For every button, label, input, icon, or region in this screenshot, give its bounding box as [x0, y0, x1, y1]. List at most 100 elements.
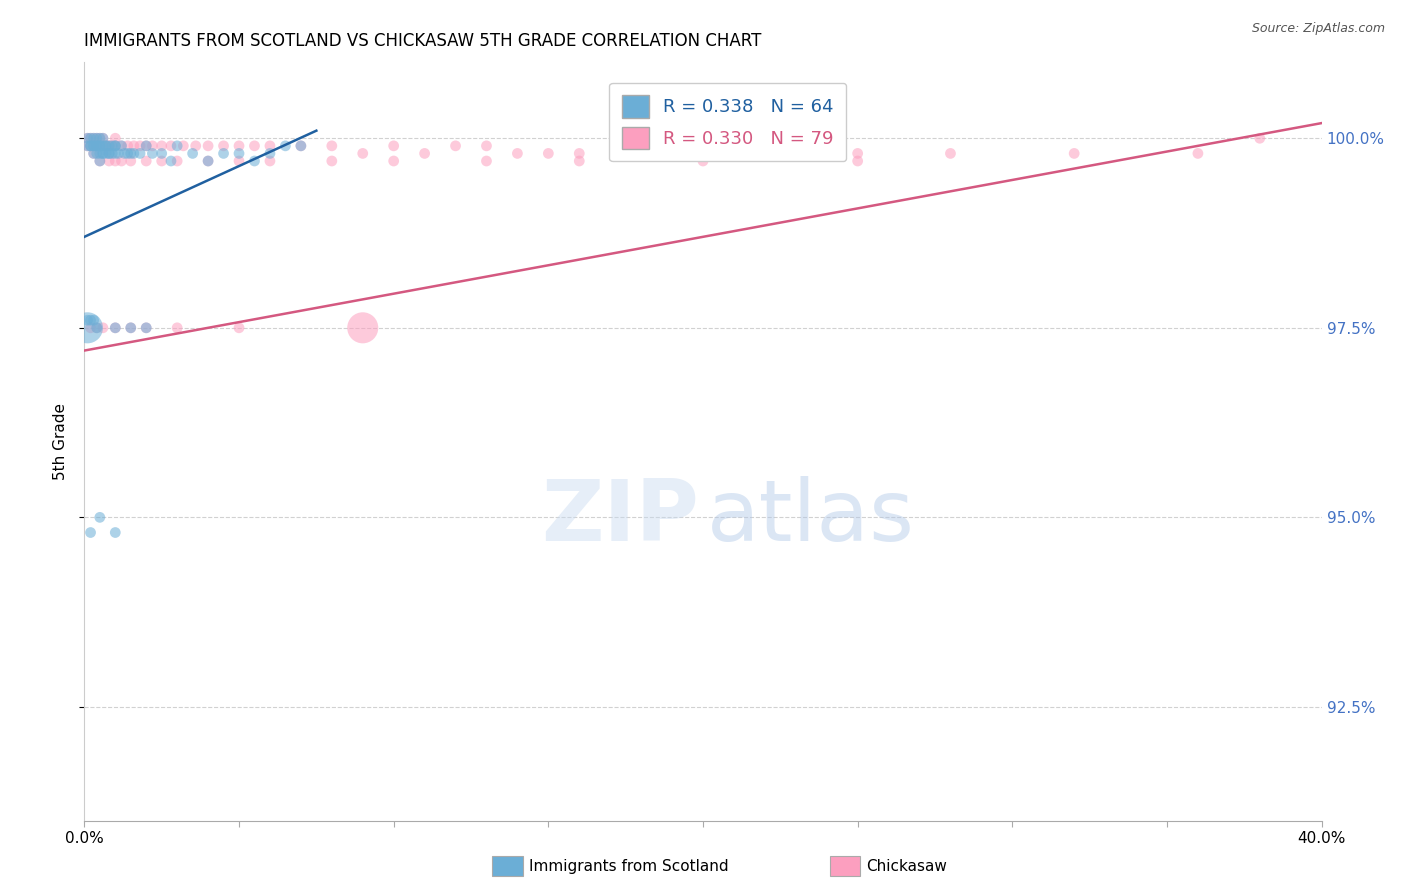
Point: [76, 131, 98, 145]
Point: [104, 154, 127, 169]
Point: [150, 154, 173, 169]
Legend: R = 0.338   N = 64, R = 0.330   N = 79: R = 0.338 N = 64, R = 0.330 N = 79: [609, 83, 846, 161]
Point: [475, 154, 498, 169]
Point: [91, 321, 114, 335]
Point: [228, 139, 250, 153]
Point: [76, 139, 98, 153]
Point: [166, 321, 188, 335]
Point: [91, 139, 114, 153]
Text: Source: ZipAtlas.com: Source: ZipAtlas.com: [1251, 22, 1385, 36]
Point: [107, 146, 129, 161]
Point: [321, 154, 343, 169]
Point: [86, 146, 108, 161]
Point: [86, 139, 108, 153]
Point: [91, 146, 114, 161]
Point: [86, 139, 108, 153]
Point: [98, 146, 121, 161]
Point: [1187, 146, 1209, 161]
Point: [122, 139, 145, 153]
Point: [86, 131, 108, 145]
Point: [83, 139, 105, 153]
Point: [98, 139, 121, 153]
Point: [1249, 131, 1271, 145]
Point: [76, 139, 98, 153]
Point: [76, 321, 98, 335]
Point: [129, 146, 152, 161]
Point: [89, 154, 111, 169]
Point: [243, 154, 266, 169]
Point: [135, 321, 157, 335]
Point: [83, 139, 105, 153]
Point: [141, 146, 163, 161]
Point: [104, 146, 127, 161]
Point: [101, 139, 124, 153]
Point: [122, 146, 145, 161]
Point: [114, 146, 136, 161]
Point: [274, 139, 297, 153]
Point: [104, 131, 127, 145]
Point: [352, 146, 374, 161]
Point: [94, 139, 117, 153]
Point: [120, 146, 142, 161]
Text: ZIP: ZIP: [541, 475, 699, 559]
Point: [98, 139, 121, 153]
Point: [79, 321, 101, 335]
Point: [197, 154, 219, 169]
Point: [79, 139, 101, 153]
Point: [135, 321, 157, 335]
Point: [413, 146, 436, 161]
Point: [120, 321, 142, 335]
Point: [135, 154, 157, 169]
Point: [89, 139, 111, 153]
Point: [98, 154, 121, 169]
Point: [94, 139, 117, 153]
Point: [228, 321, 250, 335]
Point: [110, 139, 132, 153]
Text: IMMIGRANTS FROM SCOTLAND VS CHICKASAW 5TH GRADE CORRELATION CHART: IMMIGRANTS FROM SCOTLAND VS CHICKASAW 5T…: [84, 32, 762, 50]
Point: [259, 154, 281, 169]
Point: [129, 139, 152, 153]
Point: [228, 146, 250, 161]
Point: [150, 139, 173, 153]
Point: [228, 154, 250, 169]
Point: [212, 146, 235, 161]
Point: [259, 146, 281, 161]
Point: [290, 139, 312, 153]
Point: [243, 139, 266, 153]
Point: [212, 139, 235, 153]
Text: Chickasaw: Chickasaw: [866, 859, 948, 873]
Point: [86, 139, 108, 153]
Point: [104, 525, 127, 540]
Point: [89, 154, 111, 169]
Point: [98, 139, 121, 153]
Point: [79, 131, 101, 145]
Point: [475, 139, 498, 153]
Point: [120, 321, 142, 335]
Point: [352, 321, 374, 335]
Point: [104, 139, 127, 153]
Point: [382, 154, 405, 169]
Point: [754, 146, 776, 161]
Point: [91, 131, 114, 145]
Point: [160, 154, 183, 169]
Point: [166, 139, 188, 153]
Point: [94, 146, 117, 161]
Point: [290, 139, 312, 153]
Point: [117, 139, 139, 153]
Point: [104, 139, 127, 153]
Point: [197, 139, 219, 153]
Point: [91, 139, 114, 153]
Point: [1063, 146, 1085, 161]
Point: [166, 154, 188, 169]
Point: [537, 146, 560, 161]
Point: [94, 139, 117, 153]
Point: [506, 146, 529, 161]
Point: [117, 146, 139, 161]
Point: [89, 139, 111, 153]
Point: [101, 139, 124, 153]
Point: [110, 154, 132, 169]
Point: [76, 313, 98, 327]
Point: [83, 146, 105, 161]
Point: [86, 321, 108, 335]
Point: [89, 131, 111, 145]
